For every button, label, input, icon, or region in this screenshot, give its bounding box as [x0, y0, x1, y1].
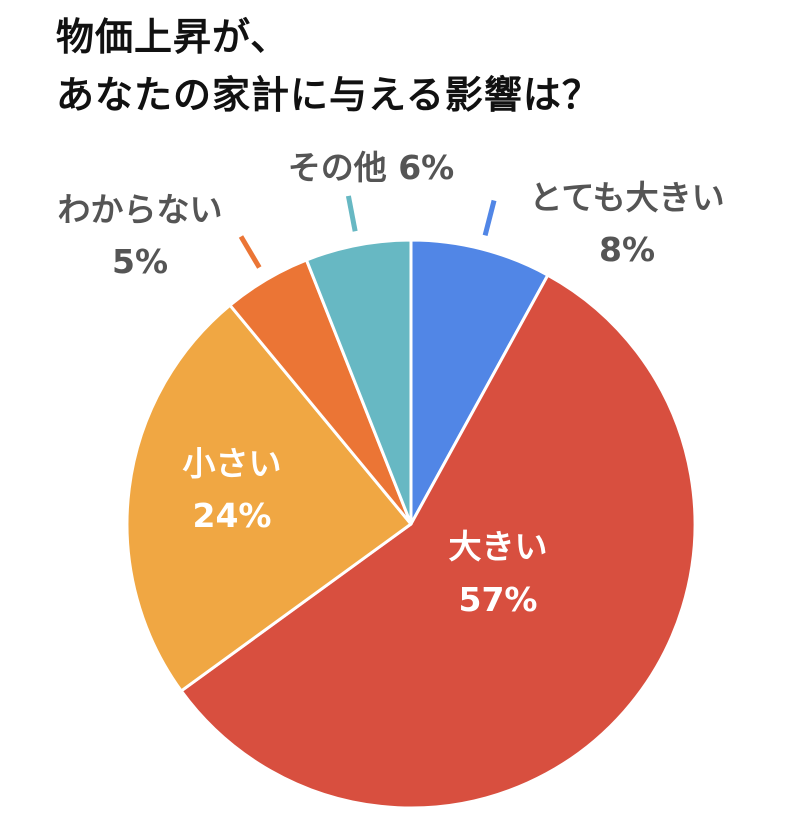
pie-slice	[125, 303, 413, 693]
slice-value-label: 24%	[193, 496, 272, 535]
slice-label: 大きい	[449, 527, 548, 566]
slice-label: とても大きい	[529, 178, 724, 217]
pie-slice	[409, 238, 550, 526]
slice-label: 小さい	[183, 444, 282, 483]
pie-slice	[304, 238, 413, 526]
pie-wedges	[125, 238, 697, 810]
pie-labels: とても大きい 8% 大きい 57% 小さい 24% わからない 5% その他 6%	[58, 148, 725, 619]
slice-label: その他 6%	[288, 148, 455, 187]
leader-line	[345, 195, 358, 232]
leader-line	[482, 199, 497, 236]
pie-leader-lines	[238, 195, 497, 269]
leader-line	[238, 235, 262, 269]
chart-title-line-1: 物価上昇が、	[56, 15, 290, 59]
chart-title-line-2: あなたの家計に与える影響は？	[56, 73, 601, 117]
slice-label: わからない	[58, 190, 223, 229]
pie-slice	[179, 273, 697, 810]
slice-value-label: 8%	[599, 230, 655, 269]
slice-value-label: 57%	[459, 580, 538, 619]
chart-title: 物価上昇が、 あなたの家計に与える影響は？	[56, 8, 601, 124]
slice-value-label: 5%	[112, 242, 168, 281]
